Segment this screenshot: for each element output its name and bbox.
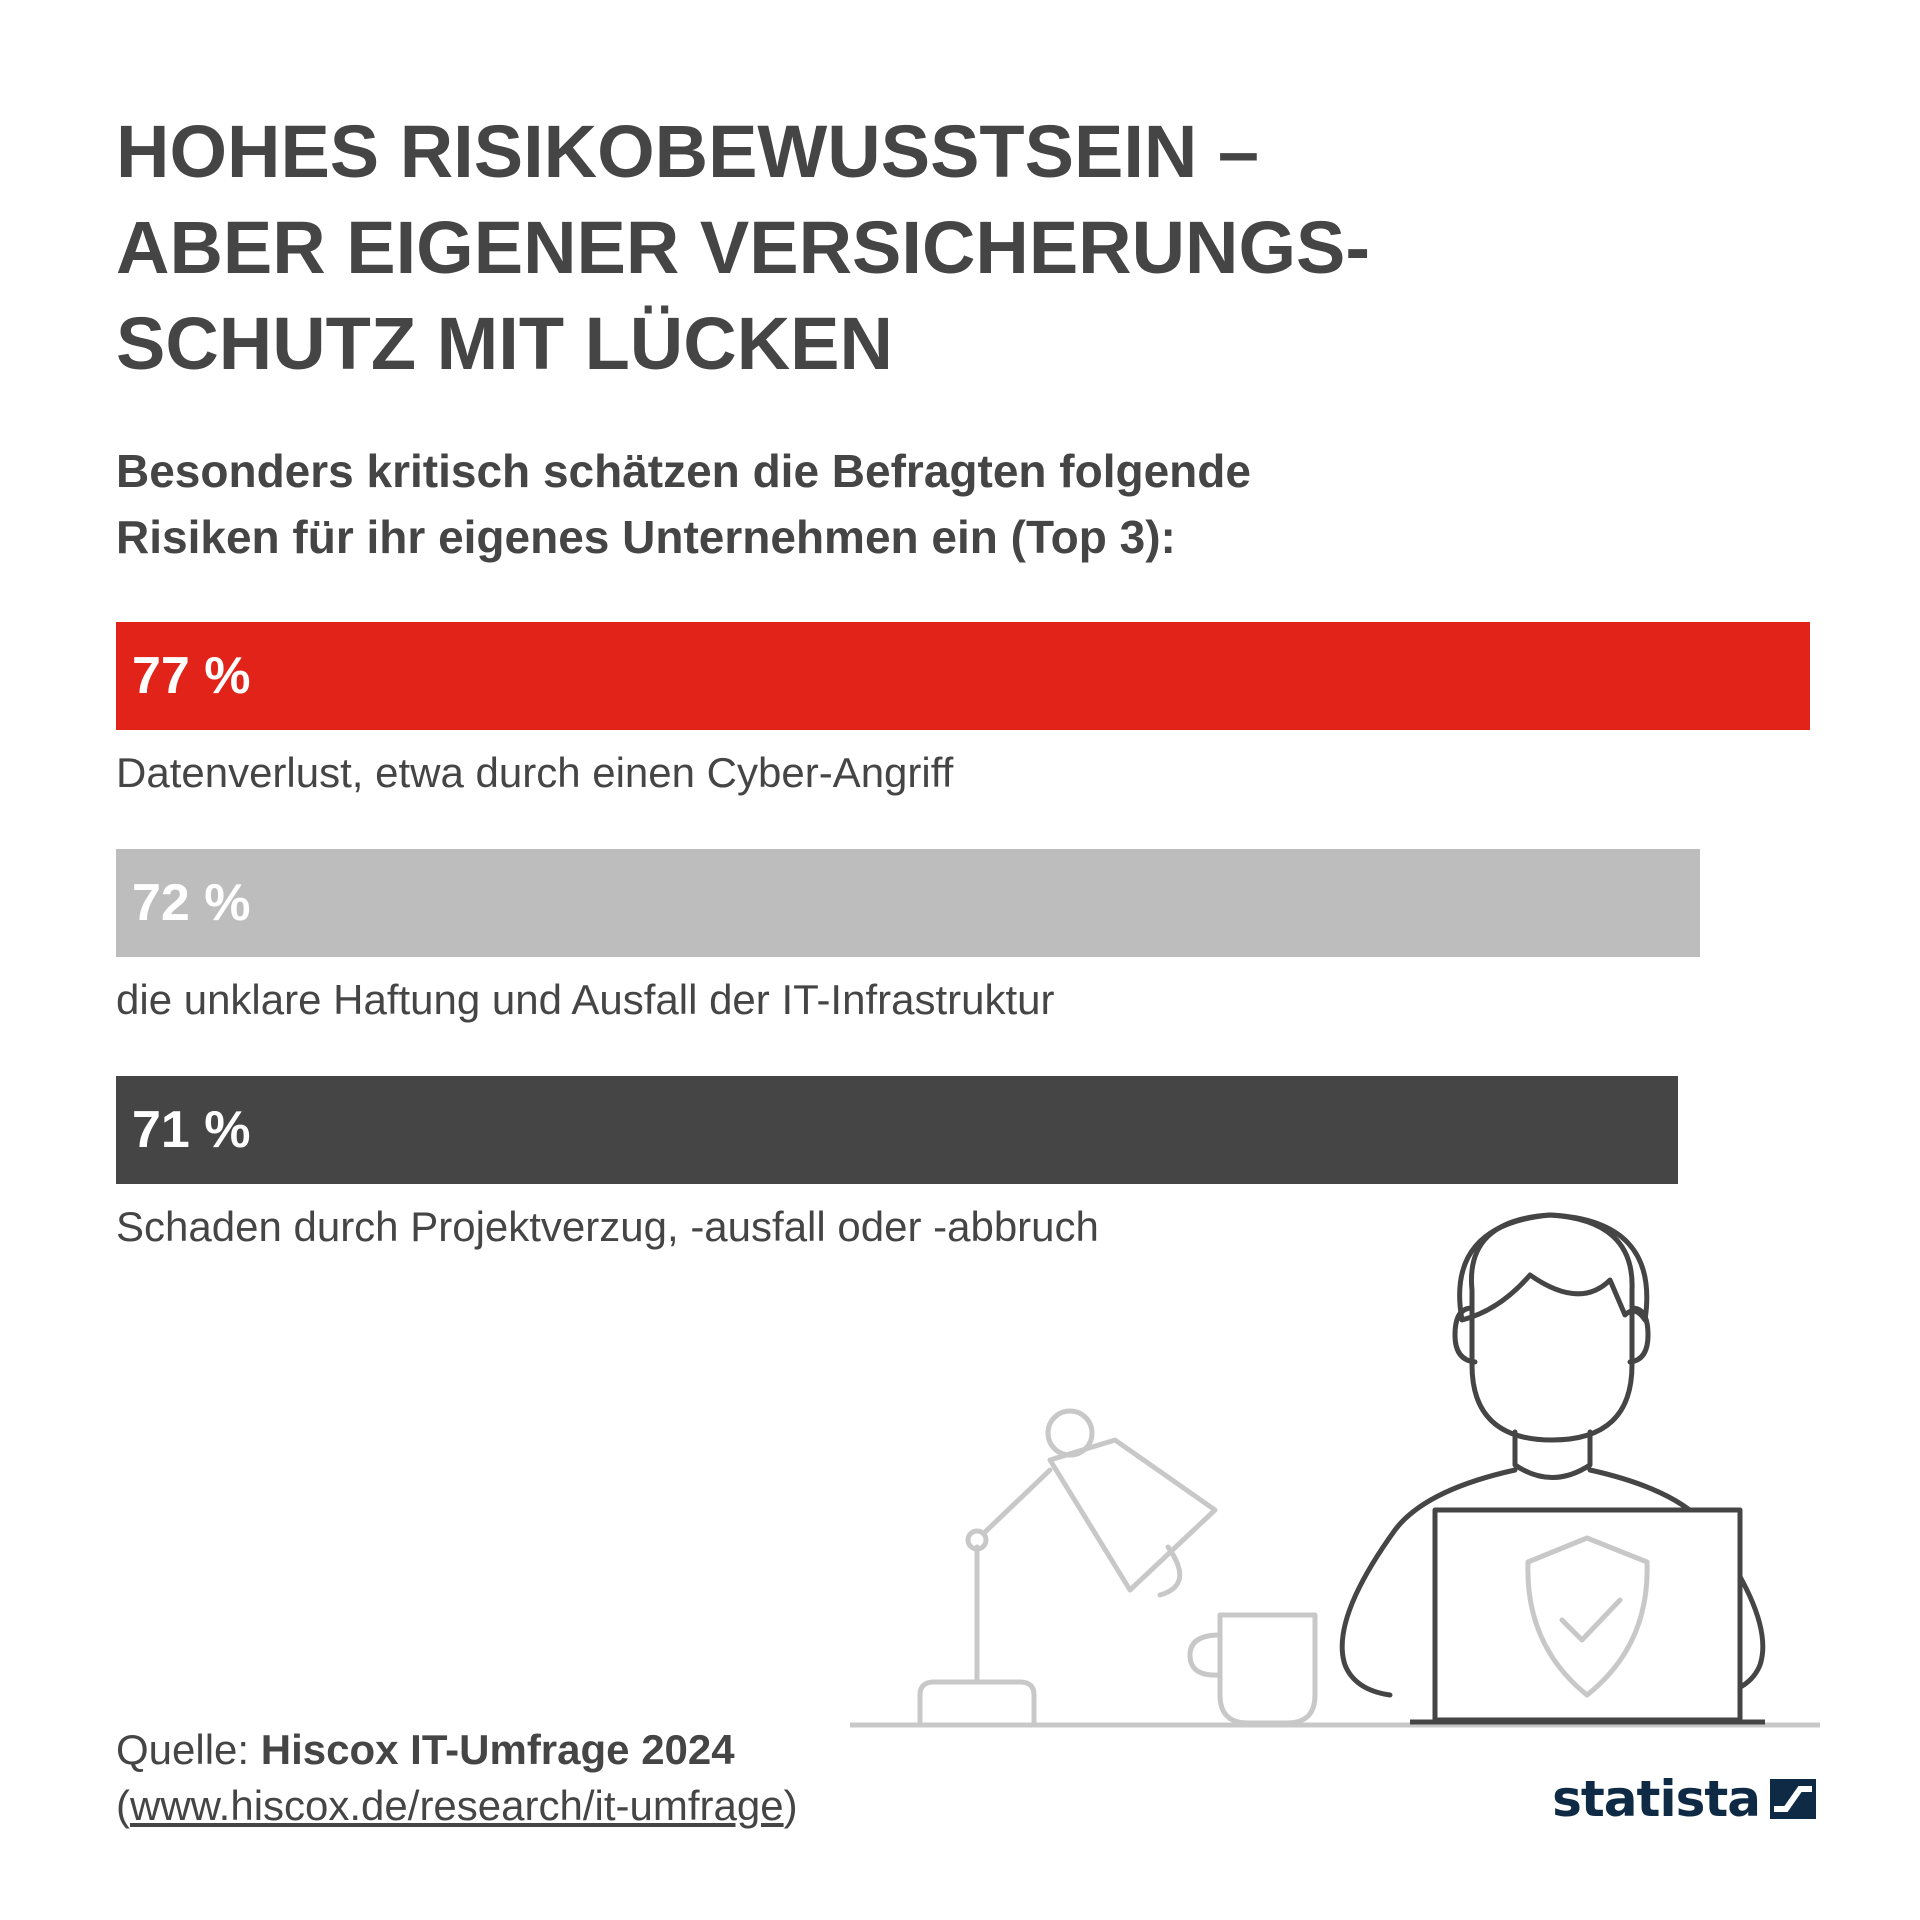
coffee-mug-icon: [1187, 1612, 1318, 1726]
source-paren-open: (: [116, 1782, 130, 1829]
bar-category-label: die unklare Haftung und Ausfall der IT-I…: [116, 976, 1055, 1023]
source-name: Hiscox IT-Umfrage 2024: [260, 1726, 735, 1773]
desk-lamp-icon: [917, 1408, 1218, 1728]
source-note: Quelle: Hiscox IT-Umfrage 2024 (www.hisc…: [116, 1722, 798, 1834]
person-icon: [1339, 1212, 1766, 1698]
logo-text: statista: [1552, 1770, 1761, 1828]
person-at-laptop-illustration: [850, 1212, 1820, 1728]
laptop-icon: [1410, 1507, 1765, 1725]
bar-value-label: 77 %: [132, 647, 251, 705]
bar-2: 72 %: [116, 849, 1700, 957]
bar-value-label: 71 %: [132, 1101, 251, 1159]
bar-1: 77 %: [116, 622, 1810, 730]
chart-title: HOHES RISIKOBEWUSSTSEIN – ABER EIGENER V…: [116, 110, 1371, 385]
source-link[interactable]: www.hiscox.de/research/it-umfrage: [130, 1782, 784, 1829]
source-paren-close: ): [783, 1782, 798, 1829]
chart-subtitle: Besonders kritisch schätzen die Befragte…: [116, 445, 1251, 563]
bar-category-label: Schaden durch Projektverzug, -ausfall od…: [116, 1203, 1099, 1250]
statista-logo-icon: [1770, 1779, 1816, 1819]
shield-check-icon: [1525, 1535, 1650, 1698]
source-prefix: Quelle:: [116, 1726, 261, 1773]
bar-3: 71 %: [116, 1076, 1678, 1184]
bar-value-label: 72 %: [132, 874, 251, 932]
bar-category-label: Datenverlust, etwa durch einen Cyber-Ang…: [116, 749, 954, 796]
bar-chart: 77 % Datenverlust, etwa durch einen Cyber…: [116, 622, 1810, 1250]
statista-logo[interactable]: statista: [1552, 1770, 1816, 1828]
